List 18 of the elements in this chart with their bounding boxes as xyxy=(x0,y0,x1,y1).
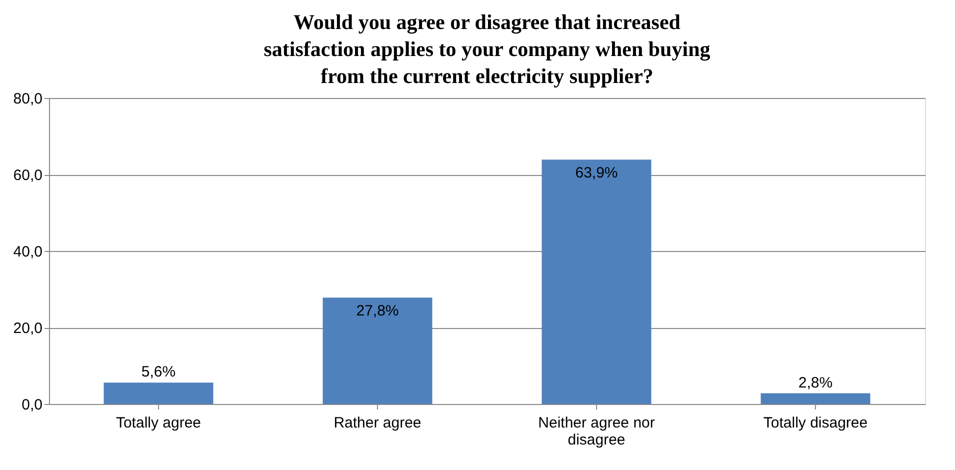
x-tick-label: Rather agree xyxy=(334,414,422,432)
bar xyxy=(542,160,652,404)
chart-title: Would you agree or disagree that increased satisfaction applies to your company when buying from the current electricity supplier? xyxy=(264,10,711,88)
x-tick-label: Neither agree nor disagree xyxy=(538,414,655,448)
y-tick-label: 80,0 xyxy=(13,90,42,108)
x-tick-label: Totally disagree xyxy=(763,414,868,432)
y-tick-label: 20,0 xyxy=(13,320,42,337)
y-tick-label: 40,0 xyxy=(13,244,42,260)
y-tick-label: 60,0 xyxy=(13,167,42,184)
data-label: 27,8% xyxy=(356,302,399,320)
data-label: 2,8% xyxy=(798,374,833,392)
x-tick-label: Totally agree xyxy=(116,414,202,432)
bar xyxy=(760,393,870,404)
y-tick-label: 0,0 xyxy=(22,396,42,414)
bar xyxy=(322,298,432,404)
data-label: 5,6% xyxy=(141,364,176,381)
bar xyxy=(104,382,214,404)
data-label: 63,9% xyxy=(575,164,618,182)
